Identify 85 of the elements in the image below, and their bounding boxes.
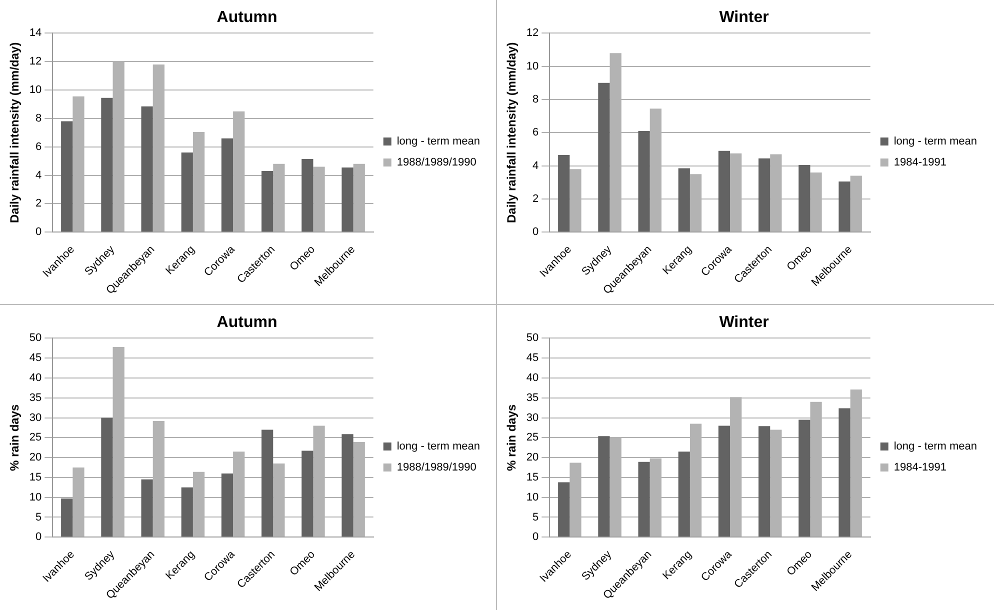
y-tick-label: 15 [29, 471, 42, 484]
bar [262, 430, 274, 537]
bar [798, 164, 810, 232]
bar [838, 182, 850, 232]
bar [61, 498, 73, 537]
bar [141, 106, 153, 232]
y-tick-label: 0 [532, 226, 539, 238]
y-tick-label: 0 [532, 531, 539, 544]
legend-label: long - term mean [894, 440, 978, 453]
y-tick-label: 35 [526, 392, 539, 404]
y-tick-label: 15 [526, 471, 539, 484]
bar [221, 473, 234, 537]
bar [181, 152, 193, 232]
bar [221, 138, 234, 232]
y-tick-label: 45 [526, 352, 539, 364]
y-tick-label: 8 [532, 94, 539, 106]
y-tick-label: 0 [36, 531, 42, 544]
y-tick-label: 50 [29, 332, 42, 344]
y-tick-label: 10 [526, 491, 539, 504]
y-tick-label: 40 [29, 372, 42, 384]
bar [558, 482, 570, 537]
y-tick-label: 4 [36, 169, 42, 182]
y-tick-label: 10 [526, 60, 539, 72]
y-tick-label: 5 [532, 511, 539, 524]
bar [598, 436, 610, 537]
y-tick-label: 30 [526, 412, 539, 424]
y-tick-label: 35 [29, 392, 42, 404]
y-tick-label: 12 [526, 27, 539, 40]
legend-label: 1984-1991 [894, 462, 946, 474]
y-tick-label: 25 [526, 432, 539, 444]
bar [838, 408, 850, 537]
bar [302, 158, 314, 232]
y-tick-label: 2 [36, 198, 42, 210]
y-tick-label: 14 [29, 27, 42, 40]
bar [678, 168, 690, 232]
y-axis-title: % rain days [504, 404, 519, 472]
bar [798, 420, 810, 537]
bar [558, 155, 570, 232]
bar [141, 479, 153, 537]
y-tick-label: 8 [36, 112, 42, 124]
bar [758, 158, 770, 232]
bar [758, 426, 770, 537]
y-tick-label: 30 [29, 412, 42, 424]
chart-title: Winter [719, 314, 769, 332]
legend-label: long - term mean [894, 136, 978, 148]
y-tick-label: 0 [36, 226, 42, 238]
legend-label: 1988/1989/1990 [396, 462, 476, 474]
bar [342, 434, 354, 537]
chart-title: Autumn [216, 314, 278, 332]
chart-title: Winter [719, 9, 769, 26]
bar [718, 426, 730, 537]
legend-label: long - term mean [396, 440, 480, 453]
bar [181, 487, 193, 537]
y-tick-label: 2 [532, 193, 539, 205]
y-tick-label: 20 [29, 452, 42, 464]
y-axis-title: Daily rainfall intensity (mm/day) [504, 42, 519, 224]
y-tick-label: 4 [532, 160, 539, 172]
legend-label: 1988/1989/1990 [396, 156, 476, 169]
y-tick-label: 10 [29, 84, 42, 96]
bar [101, 98, 113, 232]
bar [101, 418, 113, 537]
bar [598, 82, 610, 232]
y-tick-label: 12 [29, 56, 42, 68]
bar [678, 452, 690, 537]
bar [342, 167, 354, 232]
y-tick-label: 10 [29, 491, 42, 504]
y-tick-label: 40 [526, 372, 539, 384]
y-axis-title: Daily rainfall intensity (mm/day) [8, 42, 22, 224]
y-tick-label: 5 [36, 511, 42, 524]
bar [718, 150, 730, 232]
legend-label: 1984-1991 [894, 156, 946, 169]
y-tick-label: 45 [29, 352, 42, 364]
y-tick-label: 6 [36, 140, 42, 153]
y-axis-title: % rain days [8, 404, 22, 472]
legend-label: long - term mean [396, 136, 480, 148]
bar [61, 121, 73, 232]
bar [638, 462, 650, 537]
chart-title: Autumn [216, 9, 278, 26]
bar [302, 450, 314, 537]
y-tick-label: 50 [526, 332, 539, 344]
y-tick-label: 6 [532, 126, 539, 139]
y-tick-label: 20 [526, 452, 539, 464]
bar [638, 131, 650, 232]
y-tick-label: 25 [29, 432, 42, 444]
bar [262, 171, 274, 232]
